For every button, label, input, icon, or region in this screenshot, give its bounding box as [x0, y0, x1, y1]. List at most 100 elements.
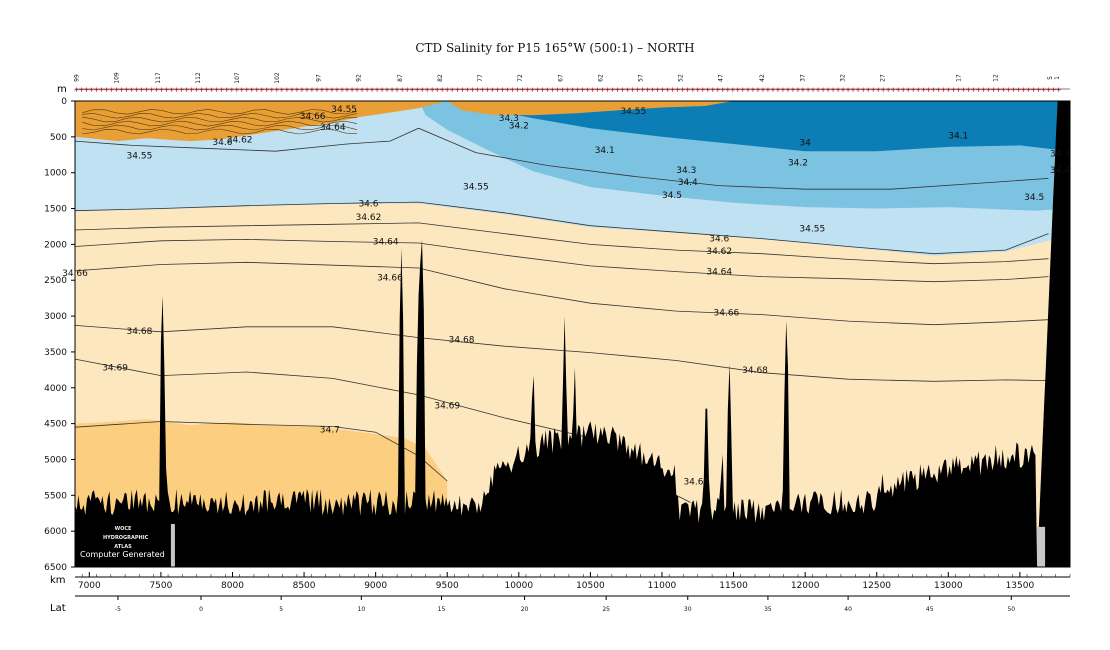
contour-label: 34.5	[662, 191, 682, 201]
lat-tick-label: 30	[684, 606, 692, 613]
station-mark: +	[925, 86, 931, 94]
surface-contour-line	[82, 120, 358, 127]
contour-label: 34.6	[709, 235, 729, 245]
depth-tick-label: 3500	[44, 348, 67, 358]
station-mark: +	[570, 86, 576, 94]
station-mark: +	[705, 86, 711, 94]
contour-label: 34.5	[1024, 193, 1044, 203]
station-label: 5	[1047, 76, 1054, 80]
station-mark: +	[890, 86, 896, 94]
station-mark: +	[239, 86, 245, 94]
contour-label: 34.64	[706, 268, 732, 278]
station-mark: +	[880, 86, 886, 94]
station-mark: +	[179, 86, 185, 94]
station-mark: +	[750, 86, 756, 94]
contour-label: 34.3	[1050, 149, 1070, 159]
station-mark: +	[615, 86, 621, 94]
depth-tick-label: 2500	[44, 276, 67, 286]
watermark-line: ATLAS	[114, 544, 132, 550]
station-label: 17	[955, 74, 962, 82]
station-mark: +	[955, 86, 961, 94]
station-mark: +	[910, 86, 916, 94]
lat-tick-label: 25	[602, 606, 610, 613]
station-mark: +	[109, 86, 115, 94]
station-mark: +	[514, 86, 520, 94]
distance-unit-label: km	[50, 575, 66, 586]
station-mark: +	[234, 86, 240, 94]
station-label: 47	[718, 74, 725, 82]
station-mark: +	[284, 86, 290, 94]
station-mark: +	[800, 86, 806, 94]
station-mark: +	[935, 86, 941, 94]
station-label: 87	[397, 74, 404, 82]
station-mark: +	[815, 86, 821, 94]
station-label: 117	[155, 72, 162, 84]
station-mark: +	[605, 86, 611, 94]
station-mark: +	[950, 86, 956, 94]
contour-label: 34.55	[127, 151, 153, 161]
station-mark: +	[249, 86, 255, 94]
contour-label: 34.2	[509, 121, 529, 131]
station-mark: +	[459, 86, 465, 94]
station-mark: +	[204, 86, 210, 94]
station-mark: +	[1046, 86, 1052, 94]
station-mark: +	[429, 86, 435, 94]
contour-label: 34.4	[1050, 166, 1070, 176]
station-mark: +	[329, 86, 335, 94]
station-mark: +	[670, 86, 676, 94]
station-mark: +	[550, 86, 556, 94]
km-tick-label: 12500	[862, 581, 891, 591]
station-label: 12	[993, 74, 1000, 82]
station-mark: +	[194, 86, 200, 94]
station-mark: +	[84, 86, 90, 94]
station-mark: +	[1041, 86, 1047, 94]
station-mark: +	[855, 86, 861, 94]
station-mark: +	[725, 86, 731, 94]
station-mark: +	[379, 86, 385, 94]
station-label: 37	[799, 74, 806, 82]
station-mark: +	[444, 86, 450, 94]
contour-label: 34.68	[742, 366, 768, 376]
station-mark: +	[975, 86, 981, 94]
station-mark: +	[354, 86, 360, 94]
station-mark: +	[474, 86, 480, 94]
station-mark: +	[199, 86, 205, 94]
station-mark: +	[875, 86, 881, 94]
station-mark: +	[79, 86, 85, 94]
station-mark: +	[785, 86, 791, 94]
station-mark: +	[369, 86, 375, 94]
contour-line-34.68	[75, 325, 1049, 382]
station-mark: +	[259, 86, 265, 94]
station-mark: +	[1051, 86, 1057, 94]
station-mark: +	[845, 86, 851, 94]
station-mark: +	[770, 86, 776, 94]
km-tick-label: 7000	[78, 581, 101, 591]
station-mark: +	[710, 86, 716, 94]
station-mark: +	[780, 86, 786, 94]
station-mark: +	[449, 86, 455, 94]
station-mark: +	[164, 86, 170, 94]
lat-tick-label: 20	[521, 606, 529, 613]
station-mark: +	[700, 86, 706, 94]
chart-title: CTD Salinity for P15 165°W (500:1) – NOR…	[415, 41, 695, 55]
station-mark: +	[985, 86, 991, 94]
station-label: 102	[274, 72, 281, 84]
surface-contour-line	[82, 112, 358, 119]
station-mark: +	[359, 86, 365, 94]
station-mark: +	[269, 86, 275, 94]
station-mark: +	[144, 86, 150, 94]
station-label: 107	[234, 72, 241, 84]
watermark-line: WOCE	[114, 526, 132, 532]
station-mark: +	[509, 86, 515, 94]
station-mark: +	[1036, 86, 1042, 94]
station-mark: +	[660, 86, 666, 94]
station-mark: +	[930, 86, 936, 94]
lat-tick-label: -5	[115, 606, 121, 613]
km-tick-label: 8000	[221, 581, 244, 591]
station-mark: +	[314, 86, 320, 94]
station-label: 62	[597, 74, 604, 82]
station-mark: +	[169, 86, 175, 94]
station-mark: +	[264, 86, 270, 94]
station-label: 32	[839, 74, 846, 82]
